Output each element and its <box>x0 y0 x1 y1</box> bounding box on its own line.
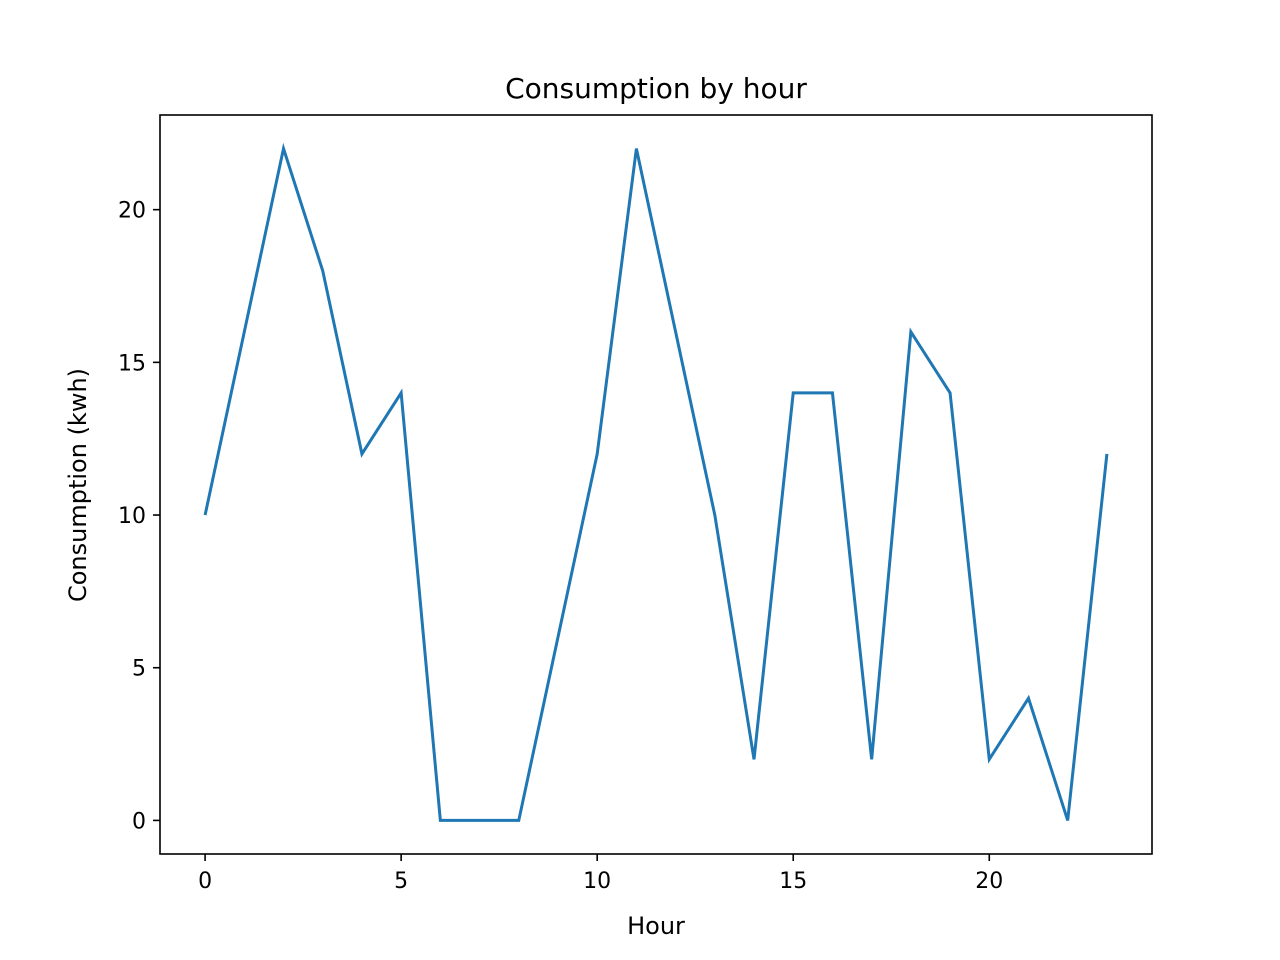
y-axis-title: Consumption (kwh) <box>64 368 92 602</box>
x-axis: 0 5 10 15 20 <box>198 854 1003 894</box>
x-tick-label: 20 <box>975 869 1003 894</box>
x-tick-label: 5 <box>394 869 408 894</box>
x-tick-label: 15 <box>779 869 807 894</box>
chart-title: Consumption by hour <box>505 72 807 105</box>
x-tick-label: 10 <box>583 869 611 894</box>
y-tick-label: 20 <box>118 199 146 224</box>
y-tick-label: 0 <box>132 809 146 834</box>
y-tick-label: 5 <box>132 657 146 682</box>
y-tick-label: 15 <box>118 351 146 376</box>
y-axis: 0 5 10 15 20 <box>118 199 160 834</box>
x-axis-title: Hour <box>627 912 685 940</box>
series-layer <box>203 142 1109 822</box>
plot-frame <box>159 114 1153 855</box>
y-tick-label: 10 <box>118 504 146 529</box>
x-tick-label: 0 <box>198 869 212 894</box>
series-line-0 <box>203 142 1109 822</box>
